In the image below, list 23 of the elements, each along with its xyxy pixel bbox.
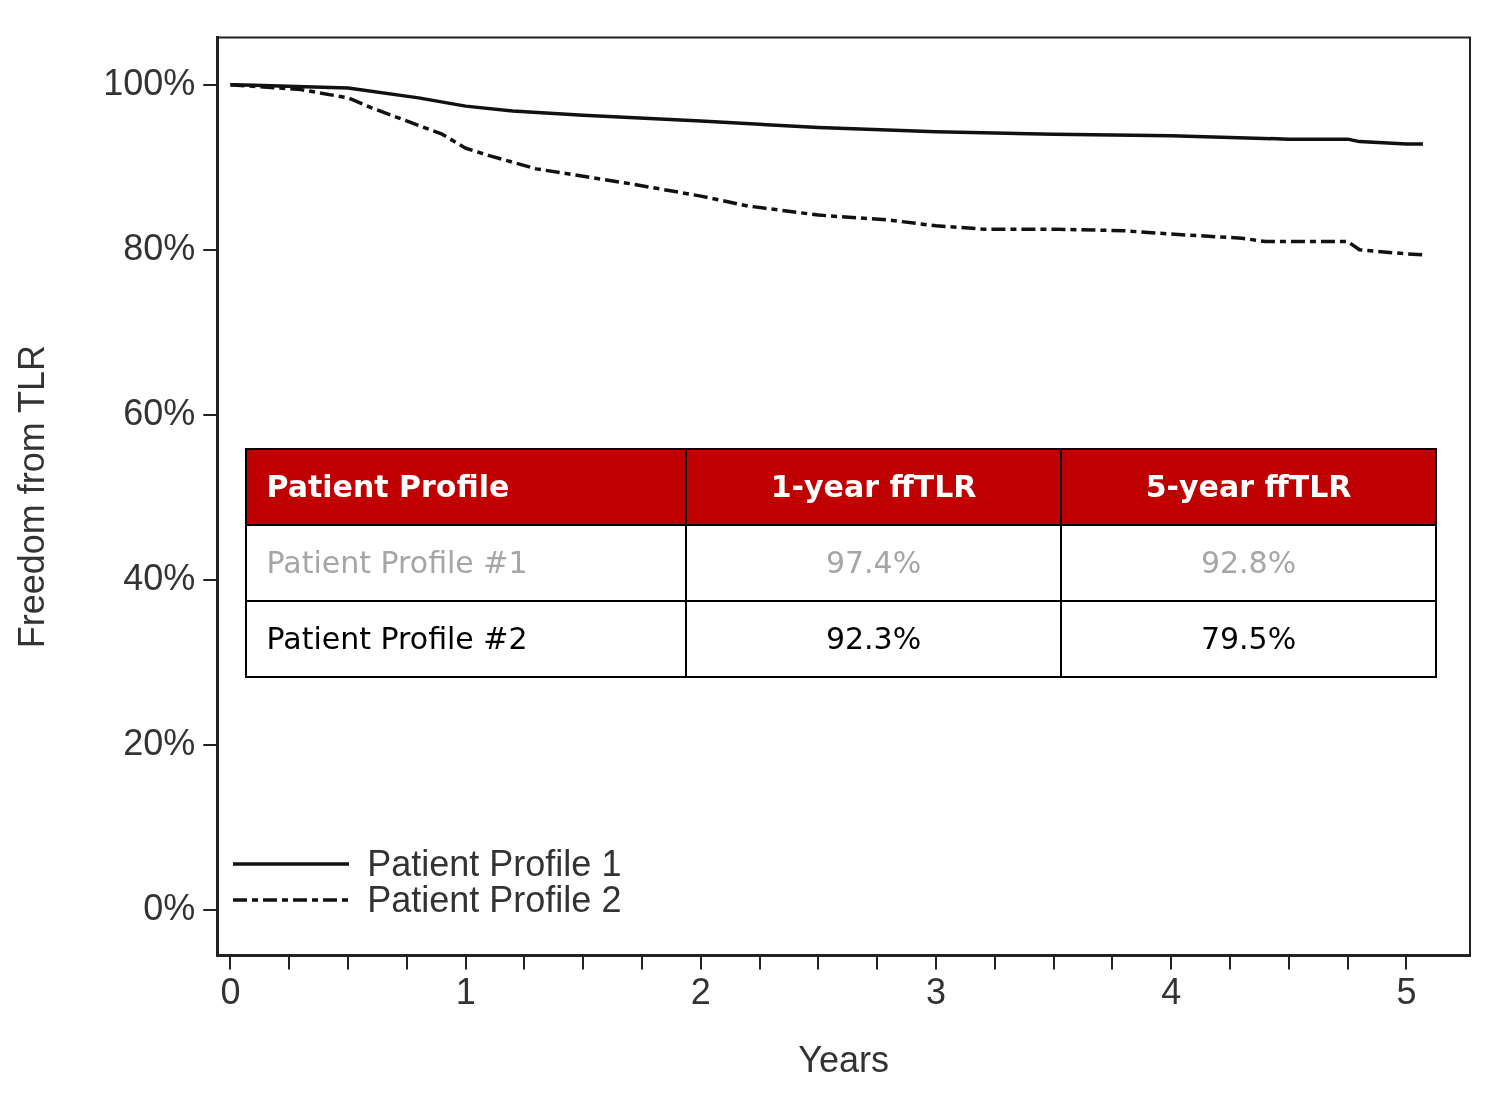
x-tick-label: 2 — [690, 971, 711, 1013]
y-tick-label: 40% — [123, 556, 196, 598]
y-tick-label: 20% — [123, 722, 196, 764]
x-tick-label: 5 — [1396, 971, 1417, 1013]
annotation: Patient Profile #2 — [245, 600, 687, 677]
y-tick-label: 80% — [123, 226, 196, 268]
y-axis-title: Freedom from TLR — [10, 344, 52, 649]
x-tick-label: 1 — [455, 971, 476, 1013]
annotation: 79.5% — [1061, 600, 1437, 677]
annotation: 1-year ffTLR — [686, 448, 1062, 525]
annotation: 5-year ffTLR — [1061, 448, 1437, 525]
x-tick-label: 0 — [220, 971, 241, 1013]
y-tick-label: 0% — [143, 887, 196, 929]
x-axis-title: Years — [798, 1039, 890, 1081]
x-tick-label: 4 — [1161, 971, 1182, 1013]
annotation: Patient Profile — [245, 448, 687, 525]
annotation: 92.8% — [1061, 524, 1437, 601]
y-tick-label: 100% — [103, 61, 196, 103]
annotation: 92.3% — [686, 600, 1062, 677]
annotation: Patient Profile #1 — [245, 524, 687, 601]
y-tick-label: 60% — [123, 391, 196, 433]
annotation: 97.4% — [686, 524, 1062, 601]
x-tick-label: 3 — [926, 971, 947, 1013]
